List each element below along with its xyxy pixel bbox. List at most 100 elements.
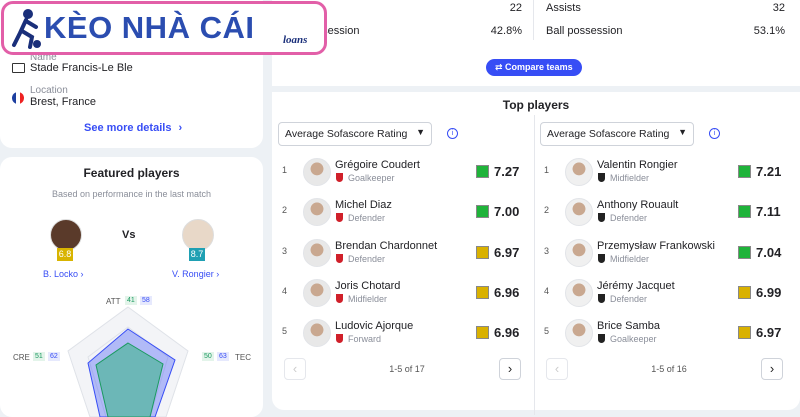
compare-button[interactable]: ⇄ Compare teams <box>486 59 582 76</box>
rank: 4 <box>544 285 550 296</box>
section-title: Top players <box>502 98 570 112</box>
sort-dropdown[interactable]: Average Sofascore Rating ▼ <box>278 122 432 146</box>
team-badge <box>336 213 343 223</box>
sort-dropdown[interactable]: Average Sofascore Rating ▼ <box>540 122 694 146</box>
featured-card: Featured players Based on performance in… <box>0 157 263 417</box>
divider <box>534 115 535 415</box>
player-position: Defender <box>348 213 386 224</box>
pagination: 1-5 of 17 <box>389 364 425 374</box>
player-position: Defender <box>348 253 386 264</box>
logo-title: KÈO NHÀ CÁI <box>44 10 255 45</box>
divider <box>533 0 534 40</box>
separator <box>272 86 800 92</box>
player-row[interactable]: 2 Anthony Rouault Defender 7.11 <box>540 196 790 227</box>
player-name: B. Locko <box>43 269 79 279</box>
featured-subtitle: Based on performance in the last match <box>51 189 212 199</box>
attribute-value: 50 <box>202 352 214 361</box>
rank: 1 <box>282 165 288 175</box>
player-link[interactable]: B. Locko › <box>43 269 84 279</box>
player-row[interactable]: 5 Brice Samba Goalkeeper 6.97 <box>540 317 790 348</box>
stat-label: Assists <box>546 2 581 14</box>
avatar <box>565 198 593 227</box>
player-row[interactable]: 4 Joris Chotard Midfielder 6.96 <box>278 277 528 307</box>
rating: 7.11 <box>756 204 781 220</box>
prev-button[interactable]: ‹ <box>546 358 568 380</box>
link-text: See more details <box>84 122 172 134</box>
team-badge <box>336 173 343 182</box>
dropdown-arrow: ▼ <box>416 127 425 137</box>
player-name: Joris Chotard <box>335 279 401 292</box>
attribute-value: 51 <box>33 352 45 361</box>
rating: 7.21 <box>756 164 782 179</box>
rating: 6.97 <box>494 244 520 260</box>
avatar <box>303 278 331 307</box>
stat-value: 53.1% <box>753 25 785 37</box>
next-button[interactable]: › <box>761 358 783 380</box>
player-name: Grégoire Coudert <box>335 159 420 171</box>
rating-indicator <box>738 285 751 299</box>
label: Name <box>30 52 57 63</box>
dropdown-arrow: ▼ <box>678 127 687 137</box>
player-row[interactable]: 4 Jérémy Jacquet Defender 6.99 <box>540 277 790 307</box>
team-badge <box>598 253 605 263</box>
player-name: Michel Diaz <box>335 199 392 212</box>
player-position: Forward <box>348 334 382 345</box>
attribute-value: 41 <box>125 296 137 305</box>
attribute-value: 58 <box>140 296 152 305</box>
rating-indicator <box>738 205 751 219</box>
stat-label: Ball possession <box>546 25 623 37</box>
attribute-value: 62 <box>48 352 60 361</box>
venue-location: Brest, France <box>30 96 97 108</box>
avatar <box>565 319 593 348</box>
player-row[interactable]: 3 Brendan Chardonnet Defender 6.97 <box>278 237 528 267</box>
radar <box>67 306 189 417</box>
team-badge <box>598 213 605 223</box>
rating-indicator <box>738 245 751 259</box>
player-name: Valentin Rongier <box>597 159 678 171</box>
player-name: Jérémy Jacquet <box>597 279 675 292</box>
attribute-label: CRE <box>13 353 30 362</box>
stat-value: 22 <box>509 2 522 14</box>
radar-ring <box>87 326 169 417</box>
player-row[interactable]: 3 Przemysław Frankowski Midfielder 7.04 <box>540 237 790 267</box>
player-row[interactable]: 2 Michel Diaz Defender 7.00 <box>278 196 528 227</box>
team-badge <box>336 334 343 344</box>
player-row[interactable]: 1 Grégoire Coudert Goalkeeper 7.27 <box>278 156 528 186</box>
info-icon[interactable]: i <box>447 128 458 139</box>
see-more-link[interactable]: See more details › <box>84 122 183 134</box>
rating-badge: 6.8 <box>57 248 73 261</box>
attribute-label: ATT <box>106 297 121 306</box>
avatar <box>565 158 593 186</box>
avatar <box>303 238 331 267</box>
rank: 5 <box>544 326 550 337</box>
player-name: V. Rongier <box>172 269 214 279</box>
player-row[interactable]: 1 Valentin Rongier Midfielder 7.21 <box>540 156 790 186</box>
rating: 7.04 <box>756 244 782 260</box>
next-button[interactable]: › <box>499 358 521 380</box>
rating-indicator <box>738 326 751 340</box>
player-position: Defender <box>610 213 648 224</box>
rating-indicator <box>476 245 489 259</box>
info-icon[interactable]: i <box>709 128 720 139</box>
prev-button[interactable]: ‹ <box>284 358 306 380</box>
team-badge <box>598 293 605 303</box>
player-name: Ludovic Ajorque <box>335 320 414 333</box>
player-link[interactable]: V. Rongier › <box>172 269 220 279</box>
rating: 6.96 <box>494 284 520 300</box>
rating-indicator <box>476 165 489 178</box>
team-badge <box>598 173 605 182</box>
team-badge <box>598 334 605 344</box>
player-name: Brice Samba <box>597 320 660 333</box>
avatar <box>303 158 331 186</box>
stat-value: 42.8% <box>490 25 522 37</box>
rank: 4 <box>282 285 288 296</box>
avatar <box>565 278 593 307</box>
avatar <box>50 219 82 251</box>
player-row[interactable]: 5 Ludovic Ajorque Forward 6.96 <box>278 317 528 348</box>
avatar <box>303 319 331 348</box>
stadium-icon <box>12 63 25 73</box>
avatar <box>182 219 214 251</box>
attribute-label: TEC <box>235 353 251 362</box>
player-position: Midfielder <box>348 293 388 304</box>
